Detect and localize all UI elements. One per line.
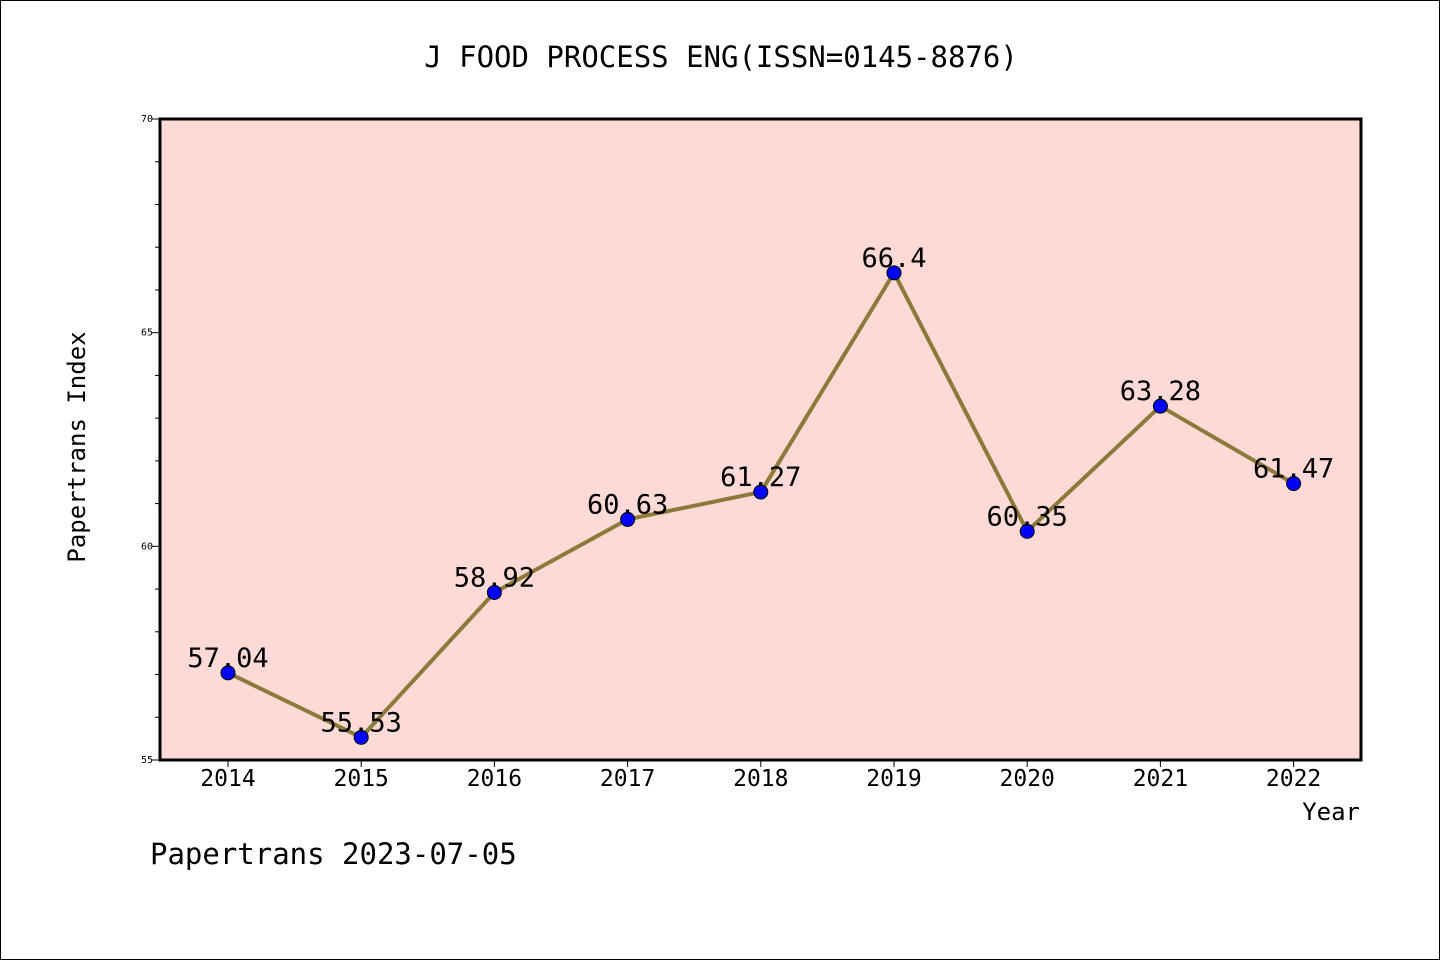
- data-point: [220, 665, 236, 681]
- y-tick-label: 65: [141, 328, 153, 339]
- x-tick-label: 2022: [1266, 766, 1321, 792]
- y-tick-label: 60: [141, 541, 153, 552]
- y-axis-title: Papertrans Index: [63, 331, 91, 562]
- x-tick-label: 2021: [1133, 766, 1188, 792]
- data-label: 60.35: [987, 501, 1068, 532]
- x-tick-label: 2019: [866, 766, 921, 792]
- x-axis-ticks: 2014 2015 2016 2017 2018 2019 2020 2021 2022: [200, 760, 1321, 792]
- footer-text: Papertrans 2023-07-05: [150, 837, 517, 871]
- x-tick-label: 2017: [600, 766, 655, 792]
- data-point: [486, 584, 502, 600]
- data-point: [1019, 523, 1035, 539]
- x-tick-label: 2015: [334, 766, 389, 792]
- x-tick-label: 2016: [467, 766, 522, 792]
- data-point: [753, 484, 769, 500]
- data-point: [1152, 398, 1168, 414]
- x-tick-label: 2018: [733, 766, 788, 792]
- chart-title: J FOOD PROCESS ENG(ISSN=0145-8876): [424, 40, 1018, 74]
- data-point: [620, 511, 636, 527]
- x-axis-title: Year: [1302, 798, 1360, 826]
- data-label: 63.28: [1120, 376, 1201, 407]
- data-point: [353, 729, 369, 745]
- x-tick-label: 2014: [200, 766, 255, 792]
- data-label: 61.47: [1253, 454, 1334, 485]
- y-tick-label: 70: [141, 114, 153, 125]
- data-label: 58.92: [454, 562, 535, 593]
- y-axis-ticks: 55 60 65 70: [141, 114, 160, 766]
- data-label: 55.53: [321, 707, 402, 738]
- y-tick-label: 55: [141, 755, 153, 766]
- data-label: 60.63: [587, 489, 668, 520]
- data-label: 61.27: [720, 462, 801, 493]
- data-point: [1286, 476, 1302, 492]
- series-layer: 57.04 55.53 58.92 60.63 61.27 66.4 60.35 63.28 6…: [187, 243, 1334, 745]
- plot-area: [158, 117, 1363, 762]
- x-tick-label: 2020: [1000, 766, 1055, 792]
- data-label: 66.4: [861, 243, 926, 274]
- data-point: [886, 265, 902, 281]
- data-label: 57.04: [187, 643, 268, 674]
